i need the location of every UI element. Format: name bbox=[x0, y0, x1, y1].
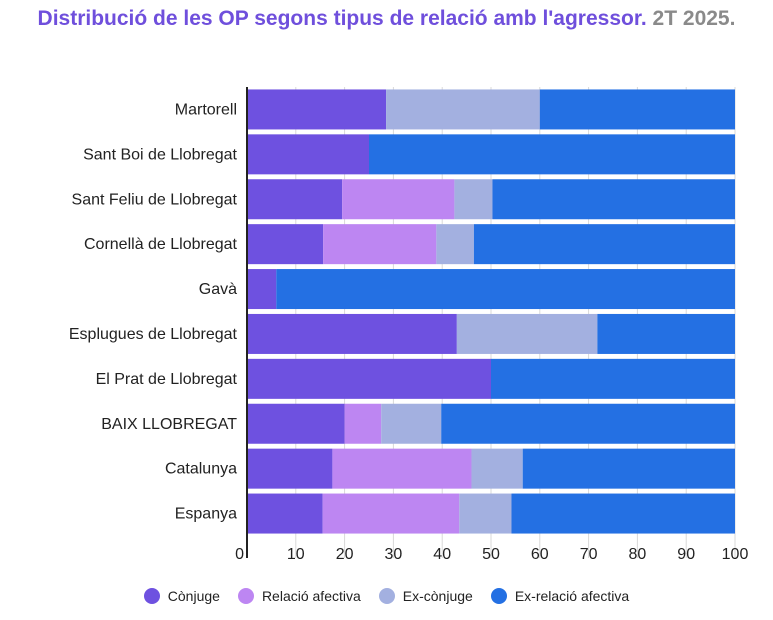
bar-segment bbox=[386, 89, 540, 130]
category-label: Catalunya bbox=[165, 461, 237, 478]
category-label: Sant Boi de Llobregat bbox=[83, 146, 237, 163]
bar-segment bbox=[342, 179, 455, 220]
category-label: Espanya bbox=[175, 506, 237, 523]
legend-label: Ex-relació afectiva bbox=[514, 588, 630, 604]
legend-label: Cònjuge bbox=[167, 588, 220, 604]
bar-segment bbox=[247, 403, 345, 444]
bar-segment bbox=[473, 224, 735, 265]
bar-segment bbox=[247, 179, 343, 220]
chart-title: Distribució de les OP segons tipus de re… bbox=[0, 8, 773, 30]
x-tick-label: 50 bbox=[482, 546, 500, 563]
chart-legend: Cònjuge Relació afectiva Ex-cònjuge Ex-rela… bbox=[0, 588, 773, 604]
bar-segment bbox=[323, 224, 437, 265]
bar-segment bbox=[247, 493, 323, 534]
legend-item: Cònjuge bbox=[143, 588, 220, 604]
bar-segment bbox=[539, 89, 735, 130]
chart-title-period: 2T 2025. bbox=[652, 7, 736, 30]
bar-segment bbox=[491, 358, 735, 399]
x-tick-label: 10 bbox=[287, 546, 305, 563]
category-label: Cornellà de Llobregat bbox=[84, 236, 238, 253]
bar-segment bbox=[597, 313, 735, 354]
bar-segment bbox=[369, 134, 735, 175]
bar-segment bbox=[381, 403, 442, 444]
legend-label: Ex-cònjuge bbox=[402, 588, 473, 604]
bar-segment bbox=[459, 493, 512, 534]
category-label: Esplugues de Llobregat bbox=[69, 326, 238, 343]
x-tick-label: 60 bbox=[531, 546, 549, 563]
bar-segment bbox=[247, 134, 369, 175]
bar-layer bbox=[247, 89, 735, 534]
bar-segment bbox=[322, 493, 460, 534]
legend-swatch bbox=[378, 588, 395, 604]
bar-segment bbox=[247, 313, 457, 354]
category-label: Sant Feliu de Llobregat bbox=[72, 191, 238, 208]
bar-segment bbox=[441, 403, 735, 444]
bar-segment bbox=[332, 448, 472, 489]
x-tick-label: 90 bbox=[677, 546, 695, 563]
legend-swatch bbox=[490, 588, 507, 604]
chart-title-main: Distribució de les OP segons tipus de re… bbox=[37, 7, 647, 30]
legend-swatch bbox=[143, 588, 160, 604]
category-label-layer: Martorell Sant Boi de Llobregat Sant Feliu… bbox=[69, 101, 238, 522]
legend-label: Relació afectiva bbox=[261, 588, 361, 604]
x-tick-label: 20 bbox=[336, 546, 354, 563]
bar-segment bbox=[247, 269, 277, 310]
bar-segment bbox=[247, 448, 333, 489]
bar-segment bbox=[247, 89, 387, 130]
category-label: Gavà bbox=[199, 281, 237, 298]
legend-item: Relació afectiva bbox=[237, 588, 361, 604]
tick-label-layer: 0 10 20 30 40 50 60 70 80 90 100 bbox=[235, 546, 748, 563]
x-tick-label: 0 bbox=[235, 546, 244, 563]
bar-segment bbox=[276, 269, 735, 310]
legend-item: Ex-cònjuge bbox=[378, 588, 473, 604]
category-label: El Prat de Llobregat bbox=[96, 371, 238, 388]
bar-segment bbox=[522, 448, 735, 489]
bar-segment bbox=[471, 448, 523, 489]
x-tick-label: 30 bbox=[385, 546, 403, 563]
x-tick-label: 80 bbox=[629, 546, 647, 563]
category-label: BAIX LLOBREGAT bbox=[101, 416, 237, 433]
bar-segment bbox=[344, 403, 382, 444]
legend-swatch bbox=[237, 588, 254, 604]
bar-segment bbox=[454, 179, 493, 220]
x-tick-label: 40 bbox=[433, 546, 451, 563]
bar-segment bbox=[456, 313, 598, 354]
bar-segment bbox=[247, 224, 324, 265]
bar-segment bbox=[511, 493, 735, 534]
bar-segment bbox=[247, 358, 491, 399]
bar-segment bbox=[492, 179, 735, 220]
bar-segment bbox=[436, 224, 474, 265]
legend-item: Ex-relació afectiva bbox=[490, 588, 630, 604]
x-tick-label: 100 bbox=[722, 546, 749, 563]
category-label: Martorell bbox=[175, 101, 237, 118]
x-tick-label: 70 bbox=[580, 546, 598, 563]
